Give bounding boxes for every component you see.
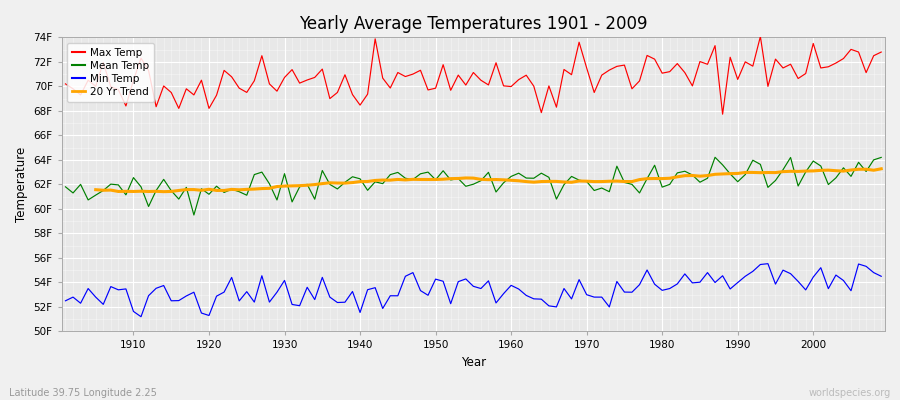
Text: Latitude 39.75 Longitude 2.25: Latitude 39.75 Longitude 2.25 [9,388,157,398]
Legend: Max Temp, Mean Temp, Min Temp, 20 Yr Trend: Max Temp, Mean Temp, Min Temp, 20 Yr Tre… [67,42,154,102]
X-axis label: Year: Year [461,356,486,369]
Text: worldspecies.org: worldspecies.org [809,388,891,398]
Title: Yearly Average Temperatures 1901 - 2009: Yearly Average Temperatures 1901 - 2009 [299,15,648,33]
Y-axis label: Temperature: Temperature [15,147,28,222]
